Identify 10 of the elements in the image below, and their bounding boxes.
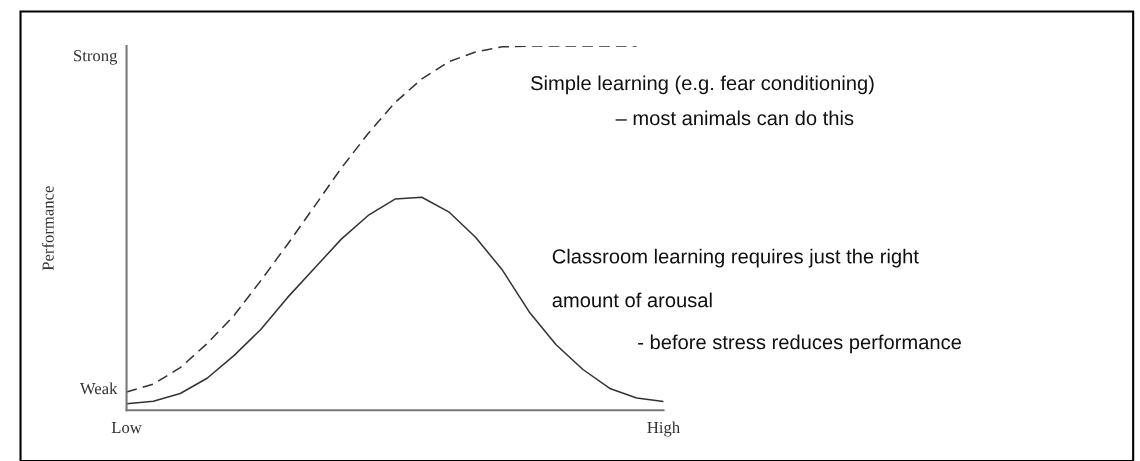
x-tick-label: High bbox=[647, 421, 680, 437]
text: Strong bbox=[74, 50, 118, 65]
annotation: - before stress reduces performance bbox=[638, 334, 961, 354]
text: Weak bbox=[79, 382, 118, 395]
annotation: Classroom learning requires just the right bbox=[552, 248, 919, 268]
x-tick-label: Low bbox=[111, 422, 142, 434]
annotation: – most animals can do this bbox=[615, 110, 854, 126]
y-axis-title: Performance bbox=[41, 186, 54, 271]
annotation: amount of arousal bbox=[552, 292, 712, 308]
annotation: Simple learning (e.g. fear conditioning) bbox=[531, 75, 874, 95]
